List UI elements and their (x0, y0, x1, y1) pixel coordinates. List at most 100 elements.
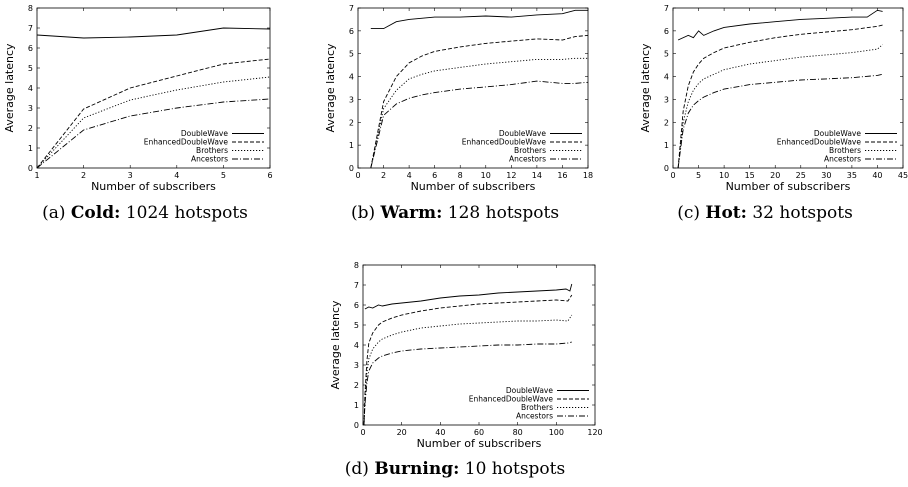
y-tick-label: 0 (664, 164, 669, 173)
x-tick-label: 40 (435, 428, 445, 437)
x-tick-label: 0 (355, 171, 360, 180)
y-tick-label: 7 (349, 4, 354, 13)
series-line (677, 9, 883, 41)
series-line (677, 44, 883, 169)
caption-b: (b) Warm: 128 hotspots (350, 203, 560, 223)
legend-label: DoubleWave (814, 129, 862, 138)
y-tick-label: 2 (354, 381, 359, 390)
y-tick-label: 6 (354, 301, 359, 310)
y-tick-label: 1 (354, 401, 359, 410)
series-line (36, 27, 271, 39)
x-tick-label: 120 (587, 428, 602, 437)
series-line (677, 73, 883, 169)
x-tick-label: 40 (872, 171, 882, 180)
x-axis-label: Number of subscribers (91, 180, 216, 193)
y-tick-label: 6 (28, 44, 33, 53)
legend-label: DoubleWave (499, 129, 547, 138)
x-axis-label: Number of subscribers (726, 180, 851, 193)
x-tick-label: 2 (81, 171, 86, 180)
x-tick-label: 10 (719, 171, 729, 180)
y-tick-label: 3 (664, 95, 669, 104)
legend-label: Ancestors (516, 412, 553, 421)
y-tick-label: 3 (28, 104, 33, 113)
x-tick-label: 100 (549, 428, 564, 437)
legend-label: Brothers (514, 146, 546, 155)
x-tick-label: 10 (481, 171, 491, 180)
plot-frame (672, 7, 904, 169)
x-tick-label: 16 (557, 171, 567, 180)
legend-label: Ancestors (824, 155, 861, 164)
legend-label: EnhancedDoubleWave (777, 138, 862, 147)
x-tick-label: 8 (458, 171, 463, 180)
x-tick-label: 18 (583, 171, 593, 180)
y-tick-label: 4 (354, 341, 359, 350)
legend-label: Brothers (196, 146, 228, 155)
x-tick-label: 0 (670, 171, 675, 180)
y-tick-label: 3 (354, 361, 359, 370)
x-tick-label: 5 (696, 171, 701, 180)
legend-label: Ancestors (191, 155, 228, 164)
y-tick-label: 5 (349, 50, 354, 59)
y-tick-label: 2 (28, 124, 33, 133)
y-tick-label: 4 (28, 84, 33, 93)
x-tick-label: 4 (174, 171, 179, 180)
y-tick-label: 0 (354, 421, 359, 430)
y-tick-label: 6 (349, 27, 354, 36)
x-tick-label: 4 (407, 171, 412, 180)
legend-label: DoubleWave (181, 129, 229, 138)
y-tick-label: 1 (664, 141, 669, 150)
y-tick-label: 1 (28, 144, 33, 153)
x-tick-label: 6 (267, 171, 272, 180)
x-tick-label: 20 (397, 428, 407, 437)
series-line (677, 24, 883, 169)
x-tick-label: 5 (221, 171, 226, 180)
series-line (36, 58, 271, 169)
series-line (36, 76, 271, 169)
x-axis-label: Number of subscribers (411, 180, 536, 193)
y-tick-label: 7 (664, 4, 669, 13)
x-tick-label: 80 (513, 428, 523, 437)
y-axis-label: Average latency (324, 43, 337, 133)
x-tick-label: 45 (898, 171, 908, 180)
y-axis-label: Average latency (329, 300, 342, 390)
y-tick-label: 4 (349, 73, 354, 82)
y-tick-label: 0 (28, 164, 33, 173)
legend-label: Brothers (521, 403, 553, 412)
y-tick-label: 1 (349, 141, 354, 150)
caption-a: (a) Cold: 1024 hotspots (42, 203, 248, 223)
x-tick-label: 25 (796, 171, 806, 180)
x-tick-label: 6 (432, 171, 437, 180)
series-line (370, 80, 589, 169)
x-axis-label: Number of subscribers (417, 437, 542, 450)
x-tick-label: 2 (381, 171, 386, 180)
legend-label: Brothers (829, 146, 861, 155)
x-tick-label: 1 (34, 171, 39, 180)
y-tick-label: 6 (664, 27, 669, 36)
x-tick-label: 12 (506, 171, 516, 180)
legend-label: Ancestors (509, 155, 546, 164)
series-line (364, 283, 573, 310)
y-tick-label: 3 (349, 95, 354, 104)
x-tick-label: 60 (474, 428, 484, 437)
y-axis-label: Average latency (639, 43, 652, 133)
series-line (36, 98, 271, 169)
x-tick-label: 3 (128, 171, 133, 180)
series-line (370, 9, 588, 30)
series-line (363, 294, 573, 426)
x-tick-label: 15 (745, 171, 755, 180)
y-axis-label: Average latency (3, 43, 16, 133)
y-tick-label: 5 (28, 64, 33, 73)
x-tick-label: 0 (360, 428, 365, 437)
plot-frame (357, 7, 589, 169)
y-tick-label: 8 (28, 4, 33, 13)
caption-d: (d) Burning: 10 hotspots (344, 459, 566, 479)
legend-label: EnhancedDoubleWave (462, 138, 547, 147)
y-tick-label: 2 (664, 118, 669, 127)
x-tick-label: 20 (770, 171, 780, 180)
y-tick-label: 5 (664, 50, 669, 59)
series-line (363, 314, 573, 426)
